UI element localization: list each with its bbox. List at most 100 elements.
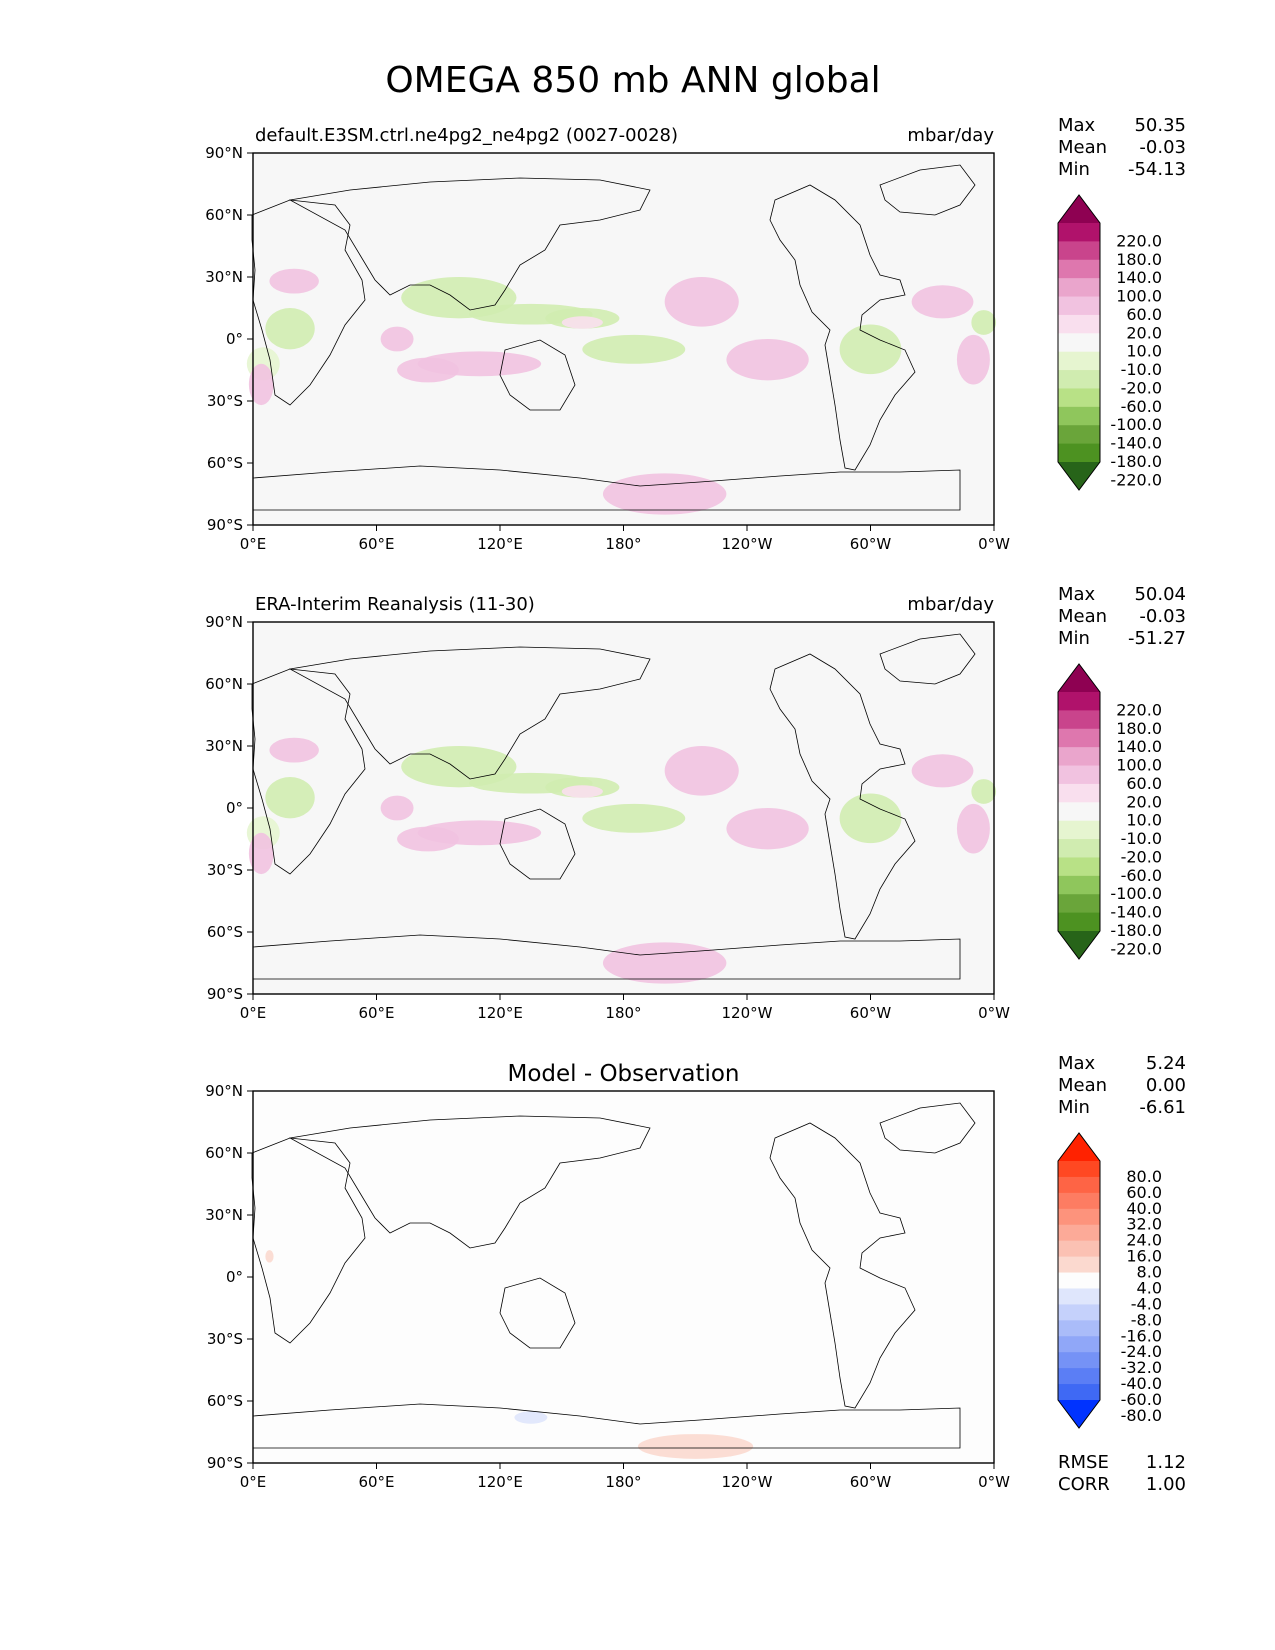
colorbar-tick-label: 220.0 bbox=[1116, 231, 1162, 250]
y-tick-label: 90°N bbox=[205, 144, 243, 162]
colorbar-tick-label: -100.0 bbox=[1110, 415, 1162, 434]
colorbar-band bbox=[1058, 728, 1100, 748]
colorbar: 220.0180.0140.0100.060.020.010.0-10.0-20… bbox=[1057, 194, 1162, 491]
anomaly-patch bbox=[726, 339, 809, 381]
x-tick-label: 120°W bbox=[722, 1004, 773, 1022]
colorbar-tick-label: 60.0 bbox=[1126, 305, 1162, 324]
y-tick-label: 90°N bbox=[205, 613, 243, 631]
x-tick-label: 60°E bbox=[358, 1473, 394, 1491]
stat-label-min: Min bbox=[1058, 1097, 1090, 1118]
anomaly-patch bbox=[582, 803, 686, 833]
metric-label-corr: CORR bbox=[1058, 1474, 1110, 1495]
x-tick-label: 0°E bbox=[240, 1473, 267, 1491]
colorbar-tick-label: -10.0 bbox=[1121, 829, 1162, 848]
y-tick-label: 30°N bbox=[205, 268, 243, 286]
anomaly-patch bbox=[269, 737, 319, 763]
colorbar-tick-label: -20.0 bbox=[1121, 378, 1162, 397]
anomaly-patch bbox=[265, 777, 315, 819]
x-tick-label: 180° bbox=[605, 1004, 641, 1022]
colorbar-band bbox=[1058, 1224, 1100, 1242]
x-tick-label: 120°W bbox=[722, 1473, 773, 1491]
x-tick-label: 0°W bbox=[978, 535, 1010, 553]
colorbar-tick-label: 40.0 bbox=[1126, 1199, 1162, 1218]
panel-difference: 0°E 60°E 120°E 180° 120°W 60°W 0°W 90°N 60°N 30°N… bbox=[205, 1053, 1186, 1495]
anomaly-patch bbox=[602, 473, 727, 515]
anomaly-patch bbox=[269, 268, 319, 294]
colorbar-band bbox=[1058, 1208, 1100, 1226]
metric-value-corr: 1.00 bbox=[1146, 1474, 1186, 1495]
stat-value-max: 50.04 bbox=[1134, 584, 1186, 605]
x-tick-label: 60°E bbox=[358, 535, 394, 553]
x-tick-label: 180° bbox=[605, 1473, 641, 1491]
stat-value-mean: -0.03 bbox=[1139, 137, 1186, 158]
colorbar-tick-label: -140.0 bbox=[1110, 903, 1162, 922]
colorbar-band bbox=[1058, 912, 1100, 932]
x-tick-label: 120°W bbox=[722, 535, 773, 553]
colorbar-band bbox=[1058, 1176, 1100, 1194]
colorbar: 220.0180.0140.0100.060.020.010.0-10.0-20… bbox=[1057, 663, 1162, 960]
colorbar-tick-label: 10.0 bbox=[1126, 342, 1162, 361]
colorbar-tick-label: 16.0 bbox=[1126, 1247, 1162, 1266]
colorbar-band bbox=[1058, 1352, 1100, 1369]
colorbar-band bbox=[1058, 692, 1100, 711]
colorbar-tick-label: -180.0 bbox=[1110, 452, 1162, 471]
x-tick-label: 60°W bbox=[850, 1473, 892, 1491]
anomaly-patch bbox=[380, 326, 414, 352]
y-tick-label: 30°S bbox=[207, 392, 243, 410]
colorbar-tick-label: -140.0 bbox=[1110, 434, 1162, 453]
anomaly-patch bbox=[911, 285, 974, 319]
colorbar-tick-label: -60.0 bbox=[1121, 397, 1162, 416]
colorbar-tick-label: 60.0 bbox=[1126, 774, 1162, 793]
y-tick-label: 90°S bbox=[207, 516, 243, 534]
anomaly-patch bbox=[664, 277, 739, 327]
x-tick-label: 60°W bbox=[850, 535, 892, 553]
x-tick-label: 0°E bbox=[240, 535, 267, 553]
y-tick-label: 60°N bbox=[205, 206, 243, 224]
stat-label-max: Max bbox=[1058, 115, 1096, 136]
anomaly-patch bbox=[971, 310, 997, 335]
anomaly-patch bbox=[397, 826, 459, 852]
anomaly-patch bbox=[911, 754, 974, 788]
anomaly-patch bbox=[514, 1411, 548, 1424]
colorbar-band bbox=[1058, 875, 1100, 895]
colorbar-tick-label: 20.0 bbox=[1126, 792, 1162, 811]
colorbar-band bbox=[1058, 820, 1100, 840]
colorbar-band bbox=[1058, 406, 1100, 426]
anomaly-patch bbox=[664, 746, 739, 796]
colorbar-tick-label: 100.0 bbox=[1116, 756, 1162, 775]
colorbar-tick-label: 180.0 bbox=[1116, 719, 1162, 738]
anomaly-patch bbox=[265, 308, 315, 350]
panel-title: ERA-Interim Reanalysis (11-30) bbox=[255, 594, 535, 615]
x-tick-label: 0°E bbox=[240, 1004, 267, 1022]
y-tick-label: 0° bbox=[226, 1268, 243, 1286]
colorbar-tick-label: 10.0 bbox=[1126, 811, 1162, 830]
anomaly-patch bbox=[971, 779, 997, 804]
colorbar-band bbox=[1058, 802, 1100, 822]
colorbar-band bbox=[1058, 259, 1100, 279]
y-tick-label: 90°N bbox=[205, 1082, 243, 1100]
x-tick-label: 0°W bbox=[978, 1004, 1010, 1022]
anomaly-patch bbox=[248, 363, 274, 406]
colorbar-tick-label: -32.0 bbox=[1121, 1358, 1162, 1377]
stat-label-mean: Mean bbox=[1058, 137, 1107, 158]
x-tick-label: 0°W bbox=[978, 1473, 1010, 1491]
colorbar-band bbox=[1058, 223, 1100, 242]
stat-label-min: Min bbox=[1058, 159, 1090, 180]
x-tick-label: 120°E bbox=[477, 535, 523, 553]
stat-value-min: -6.61 bbox=[1139, 1097, 1186, 1118]
colorbar-tick-label: -60.0 bbox=[1121, 1390, 1162, 1409]
panel-reference: 0°E 60°E 120°E 180° 120°W 60°W 0°W 90°N 60°N 30°N… bbox=[205, 584, 1186, 1022]
colorbar-outline bbox=[1057, 1132, 1101, 1429]
panel-title: default.E3SM.ctrl.ne4pg2_ne4pg2 (0027-00… bbox=[255, 125, 678, 146]
anomaly-patch bbox=[602, 942, 727, 984]
colorbar-tick-label: 80.0 bbox=[1126, 1167, 1162, 1186]
colorbar-tick-label: 100.0 bbox=[1116, 287, 1162, 306]
y-tick-label: 60°S bbox=[207, 454, 243, 472]
colorbar-band bbox=[1058, 1288, 1100, 1305]
colorbar-band bbox=[1058, 1384, 1100, 1401]
y-tick-label: 90°S bbox=[207, 985, 243, 1003]
x-tick-label: 60°E bbox=[358, 1004, 394, 1022]
panel-test: 0°E 60°E 120°E 180° 120°W 60°W 0°W 90°N 60°N 30°N… bbox=[205, 115, 1186, 553]
y-tick-label: 30°N bbox=[205, 737, 243, 755]
